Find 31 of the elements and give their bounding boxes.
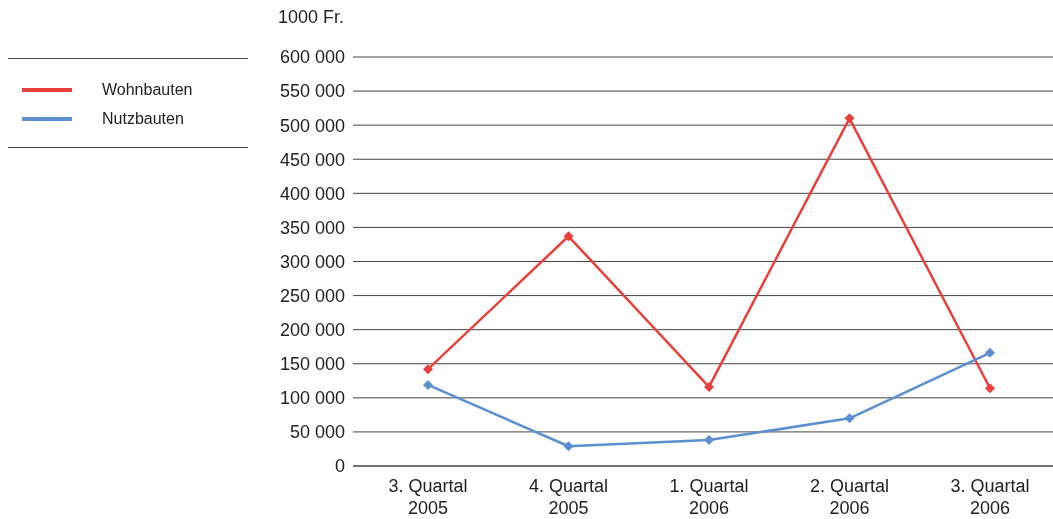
y-tick-label: 450 000 xyxy=(279,149,345,170)
x-tick-label: 3. Quartal 2005 xyxy=(388,476,468,518)
legend-label: Nutzbauten xyxy=(102,109,184,128)
y-tick-label: 250 000 xyxy=(279,285,345,306)
x-tick-label: 2. Quartal 2006 xyxy=(809,476,890,518)
y-tick-label: 150 000 xyxy=(279,354,345,375)
legend-label: Wohnbauten xyxy=(102,80,193,99)
y-tick-label: 0 xyxy=(334,456,345,477)
x-tick-label: 4. Quartal 2005 xyxy=(528,476,609,518)
y-tick-label: 550 000 xyxy=(279,81,345,102)
y-axis-title: 1000 Fr. xyxy=(278,7,345,28)
point xyxy=(844,113,855,124)
x-tick-label: 1. Quartal 2006 xyxy=(669,476,749,518)
y-tick-label: 200 000 xyxy=(279,320,345,341)
y-tick-label: 600 000 xyxy=(279,47,345,68)
point xyxy=(985,347,995,358)
y-tick-label: 400 000 xyxy=(279,183,345,204)
point xyxy=(423,364,433,375)
y-tick-label: 500 000 xyxy=(279,115,345,136)
y-tick-label: 350 000 xyxy=(279,217,345,238)
point xyxy=(985,383,995,394)
y-tick-label: 100 000 xyxy=(279,388,345,409)
x-tick-label: 3. Quartal 2006 xyxy=(950,476,1030,518)
y-tick-label: 300 000 xyxy=(279,251,345,272)
point xyxy=(844,413,855,424)
point xyxy=(563,441,574,452)
point xyxy=(423,379,433,390)
point xyxy=(704,381,714,392)
point xyxy=(563,231,574,242)
point xyxy=(704,435,714,446)
y-tick-label: 50 000 xyxy=(289,422,345,443)
